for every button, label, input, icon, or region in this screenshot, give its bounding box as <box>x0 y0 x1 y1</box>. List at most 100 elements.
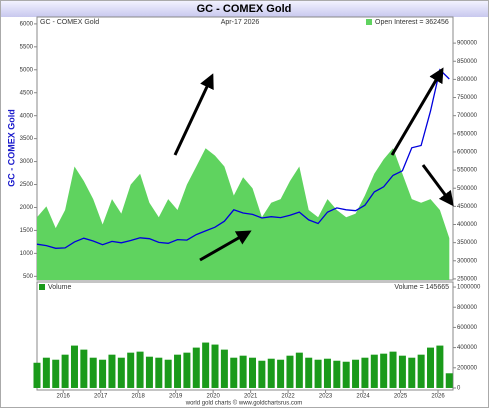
legend-swatch <box>366 19 372 25</box>
y-tick-label: 4500 <box>20 90 34 96</box>
y2-tick-label: 750000 <box>457 95 478 101</box>
y2-tick-label: 450000 <box>457 204 478 210</box>
volume-bar <box>192 347 200 388</box>
volume-bar <box>427 347 435 388</box>
x-tick-label: 2016 <box>57 394 71 400</box>
volume-bar <box>42 357 50 388</box>
y2-tick-label: 300000 <box>457 258 478 264</box>
volume-bar <box>70 345 78 388</box>
y-tick-label: 3500 <box>20 136 34 142</box>
x-tick-label: 2018 <box>132 394 146 400</box>
volume-bar <box>99 359 107 388</box>
volume-bar <box>220 349 228 388</box>
y2-tick-label: 800000 <box>457 305 478 311</box>
x-tick-label: 2019 <box>169 394 183 400</box>
volume-label: Volume = 145665 <box>394 284 449 291</box>
legend-oi: Open Interest = 362456 <box>375 19 449 26</box>
y2-tick-label: 700000 <box>457 113 478 119</box>
y2-tick-label: 800000 <box>457 77 478 83</box>
y2-tick-label: 650000 <box>457 131 478 137</box>
volume-bar <box>127 352 135 388</box>
volume-bar <box>323 358 331 388</box>
volume-bar <box>61 354 69 388</box>
volume-bar <box>417 354 425 388</box>
volume-bar <box>352 359 360 388</box>
y-tick-label: 6000 <box>20 21 34 27</box>
y-tick-label: 5500 <box>20 44 34 50</box>
x-tick-label: 2017 <box>94 394 108 400</box>
volume-bar <box>248 357 256 388</box>
x-tick-label: 2025 <box>394 394 408 400</box>
y2-tick-label: 250000 <box>457 276 478 282</box>
arrows <box>173 67 454 262</box>
volume-bar <box>183 352 191 388</box>
y2-tick-label: 600000 <box>457 150 478 156</box>
volume-bar <box>361 357 369 388</box>
volume-bar <box>314 359 322 388</box>
volume-bar <box>155 357 163 388</box>
x-tick-label: 2021 <box>244 394 258 400</box>
volume-bar <box>370 354 378 388</box>
y2-tick-label: 550000 <box>457 168 478 174</box>
y2-tick-label: 0 <box>457 386 461 392</box>
y-tick-label: 2500 <box>20 182 34 188</box>
volume-bar <box>145 356 153 388</box>
y-tick-label: 4000 <box>20 113 34 119</box>
volume-bar <box>202 342 210 388</box>
volume-bar <box>445 373 453 388</box>
volume-bar <box>211 344 219 388</box>
volume-bar <box>436 345 444 388</box>
legend-swatch <box>39 284 45 290</box>
y-tick-label: 5000 <box>20 67 34 73</box>
volume-bar <box>80 349 88 388</box>
volume-bar <box>408 357 416 388</box>
y2-tick-label: 400000 <box>457 345 478 351</box>
y2-tick-label: 600000 <box>457 325 478 331</box>
x-tick-label: 2022 <box>281 394 295 400</box>
y-tick-label: 1000 <box>20 251 34 257</box>
volume-bar <box>52 359 60 388</box>
date-label: Apr-17 2026 <box>221 19 260 26</box>
y2-tick-label: 900000 <box>457 41 478 47</box>
y-tick-label: 1500 <box>20 228 34 234</box>
volume-bar <box>333 360 341 388</box>
y2-tick-label: 350000 <box>457 240 478 246</box>
volume-bar <box>230 357 238 388</box>
y2-tick-label: 400000 <box>457 222 478 228</box>
y2-tick-label: 850000 <box>457 59 478 65</box>
open-interest-area <box>37 148 450 280</box>
volume-bar <box>342 361 350 388</box>
x-tick-label: 2020 <box>206 394 220 400</box>
y2-tick-label: 200000 <box>457 365 478 371</box>
volume-bar <box>389 351 397 388</box>
source: world gold charts © www.goldchartsrus.co… <box>185 400 302 407</box>
volume-bar <box>33 362 41 388</box>
volume-bar <box>117 357 125 388</box>
x-tick-label: 2026 <box>431 394 445 400</box>
volume-bar <box>380 353 388 388</box>
volume-bar <box>267 358 275 388</box>
x-tick-label: 2024 <box>356 394 370 400</box>
volume-bar <box>174 354 182 388</box>
y-tick-label: 2000 <box>20 205 34 211</box>
legend-volume: Volume <box>48 284 71 291</box>
volume-bar <box>305 357 313 388</box>
header-bar <box>1 1 488 17</box>
y-tick-label: 3000 <box>20 159 34 165</box>
volume-bar <box>89 357 97 388</box>
price-line <box>36 68 450 249</box>
volume-bar <box>286 355 294 388</box>
volume-bar <box>136 351 144 388</box>
volume-bar <box>277 359 285 388</box>
volume-bar <box>398 355 406 388</box>
volume-bar <box>295 352 303 388</box>
x-tick-label: 2023 <box>319 394 333 400</box>
legend-price: GC - COMEX Gold <box>40 19 99 26</box>
volume-bar <box>108 354 116 388</box>
volume-bar <box>239 355 247 388</box>
y-axis-label: GC - COMEX Gold <box>6 109 16 187</box>
y-tick-label: 500 <box>23 274 34 280</box>
volume-bar <box>164 359 172 388</box>
